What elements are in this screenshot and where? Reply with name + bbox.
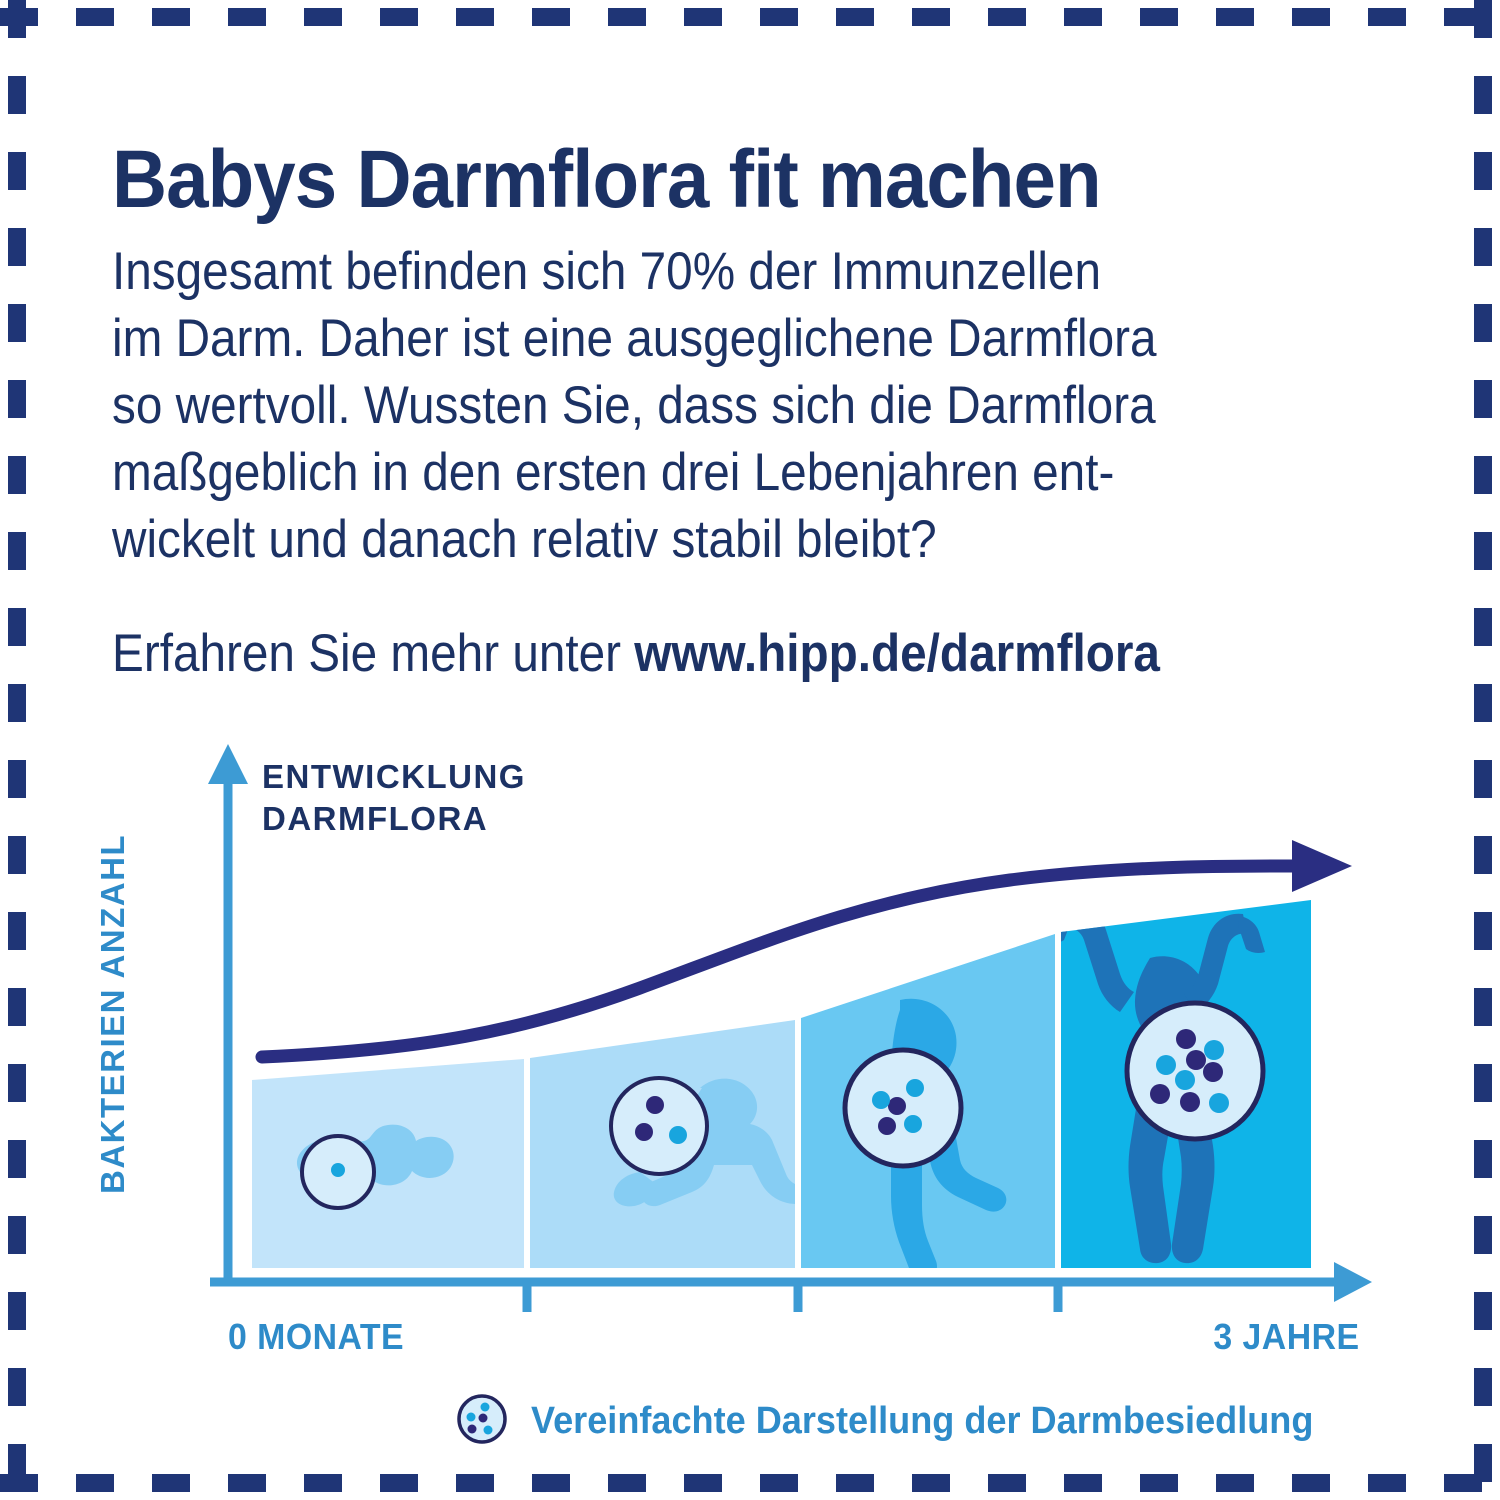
x-axis-label-start: 0 MONATE bbox=[228, 1316, 405, 1357]
chart-title-line-2: DARMFLORA bbox=[262, 800, 489, 837]
border-bottom bbox=[0, 1474, 1500, 1492]
cta-prefix: Erfahren Sie mehr unter bbox=[112, 624, 635, 683]
body-line-1: Insgesamt befinden sich 70% der Immunzel… bbox=[112, 242, 1101, 301]
cta-line: Erfahren Sie mehr unter www.hipp.de/darm… bbox=[112, 624, 1318, 684]
y-axis-label: BAKTERIEN ANZAHL bbox=[94, 833, 131, 1194]
chart-title: ENTWICKLUNG DARMFLORA bbox=[262, 756, 526, 840]
x-axis-label-end: 3 JAHRE bbox=[1213, 1316, 1360, 1357]
bacteria-circle-icon bbox=[455, 1392, 509, 1451]
x-axis bbox=[210, 1262, 1372, 1312]
crawling-baby-icon bbox=[613, 1078, 795, 1207]
page-title: Babys Darmflora fit machen bbox=[112, 133, 1102, 225]
y-axis bbox=[208, 744, 248, 1280]
body-line-3: so wertvoll. Wussten Sie, dass sich die … bbox=[112, 376, 1156, 435]
trend-arrowhead bbox=[1292, 840, 1352, 892]
legend-label: Vereinfachte Darstellung der Darmbesiedl… bbox=[531, 1400, 1314, 1442]
border-top bbox=[0, 8, 1500, 26]
bacteria-circle-stage-3 bbox=[842, 1047, 964, 1169]
chart-area bbox=[0, 720, 1500, 1420]
chart-legend: Vereinfachte Darstellung der Darmbesiedl… bbox=[455, 1392, 1355, 1451]
bacteria-circle-stage-4 bbox=[1124, 1000, 1266, 1142]
bacteria-circle-stage-2 bbox=[609, 1076, 709, 1176]
body-line-5: wickelt und danach relativ stabil bleibt… bbox=[112, 510, 937, 569]
body-paragraph: Insgesamt befinden sich 70% der Immunzel… bbox=[112, 238, 1309, 573]
chart-title-line-1: ENTWICKLUNG bbox=[262, 758, 526, 795]
trend-curve bbox=[255, 840, 1352, 1064]
body-line-2: im Darm. Daher ist eine ausgeglichene Da… bbox=[112, 309, 1157, 368]
body-line-4: maßgeblich in den ersten drei Lebenjahre… bbox=[112, 443, 1115, 502]
cta-url-link[interactable]: www.hipp.de/darmflora bbox=[634, 624, 1160, 683]
bacteria-circle-stage-1 bbox=[300, 1134, 376, 1210]
